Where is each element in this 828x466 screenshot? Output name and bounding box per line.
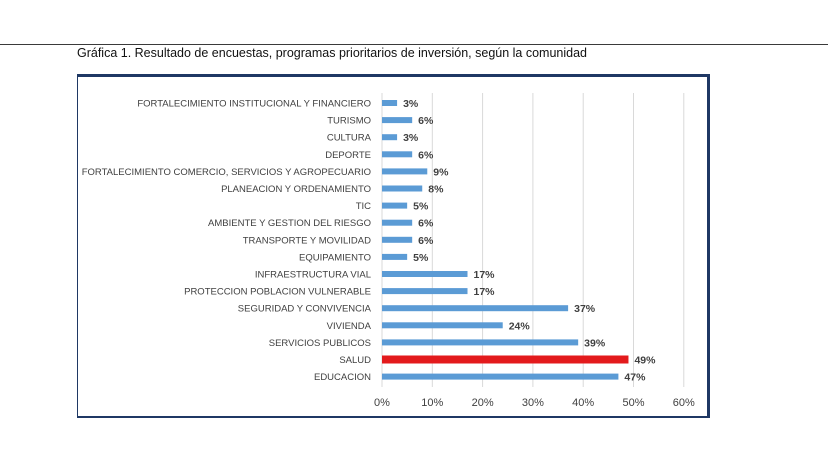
bar xyxy=(382,168,428,175)
bar xyxy=(382,373,619,380)
x-tick-label: 10% xyxy=(421,397,443,409)
data-label: 6% xyxy=(418,115,434,127)
category-label: PROTECCION POBLACION VULNERABLE xyxy=(184,287,371,298)
category-label: INFRAESTRUCTURA VIAL xyxy=(255,270,371,281)
x-tick-label: 40% xyxy=(572,397,594,409)
data-label: 9% xyxy=(433,166,449,178)
bar xyxy=(382,339,579,346)
category-label: CULTURA xyxy=(327,133,372,144)
data-label: 17% xyxy=(474,286,496,298)
category-label: FORTALECIMIENTO COMERCIO, SERVICIOS Y AG… xyxy=(82,167,371,178)
data-label: 6% xyxy=(418,218,434,230)
data-label: 24% xyxy=(509,320,531,332)
x-tick-label: 0% xyxy=(374,397,390,409)
bar xyxy=(382,151,413,158)
top-rule xyxy=(0,44,828,45)
category-label: SEGURIDAD Y CONVIVENCIA xyxy=(238,304,372,315)
x-tick-label: 50% xyxy=(622,397,644,409)
data-label: 3% xyxy=(403,132,419,144)
data-label: 17% xyxy=(474,269,496,281)
data-label: 6% xyxy=(418,149,434,161)
category-label: TIC xyxy=(356,201,371,212)
bar-chart: 0% 10% 20% 30% 40% 50% 60% FORTALECIMIENTO INST… xyxy=(82,93,695,409)
data-label: 8% xyxy=(428,184,444,196)
data-label: 49% xyxy=(634,355,656,367)
bar xyxy=(382,202,408,209)
x-tick-label: 30% xyxy=(522,397,544,409)
bar xyxy=(382,355,629,364)
bar xyxy=(382,288,468,295)
bar xyxy=(382,219,413,226)
data-label: 6% xyxy=(418,235,434,247)
x-tick-label: 20% xyxy=(472,397,494,409)
category-label: TRANSPORTE Y MOVILIDAD xyxy=(243,235,371,246)
bar xyxy=(382,100,398,106)
data-label: 5% xyxy=(413,201,429,213)
category-label: FORTALECIMIENTO INSTITUCIONAL Y FINANCIE… xyxy=(137,99,371,110)
bar xyxy=(382,322,503,329)
bar xyxy=(382,236,413,243)
category-label: PLANEACION Y ORDENAMIENTO xyxy=(221,184,371,195)
data-label: 3% xyxy=(403,98,419,110)
bar xyxy=(382,134,398,141)
category-label: EDUCACION xyxy=(314,372,371,383)
category-label: SERVICIOS PUBLICOS xyxy=(269,338,371,349)
x-tick-label: 60% xyxy=(673,397,695,409)
bar xyxy=(382,117,413,124)
data-label: 37% xyxy=(574,303,596,315)
data-label: 5% xyxy=(413,252,429,264)
bar xyxy=(382,305,569,312)
category-label: DEPORTE xyxy=(325,150,371,161)
category-label: TURISMO xyxy=(327,116,371,127)
bar xyxy=(382,253,408,260)
chart-frame: 0% 10% 20% 30% 40% 50% 60% FORTALECIMIENTO INST… xyxy=(77,74,710,418)
data-label: 39% xyxy=(584,337,606,349)
category-label: VIVIENDA xyxy=(327,321,372,332)
category-label: EQUIPAMIENTO xyxy=(299,252,371,263)
bar xyxy=(382,271,468,277)
chart-caption: Gráfica 1. Resultado de encuestas, progr… xyxy=(77,46,587,60)
category-label: SALUD xyxy=(339,355,371,366)
category-label: AMBIENTE Y GESTION DEL RIESGO xyxy=(208,218,371,229)
bar xyxy=(382,185,423,192)
data-label: 47% xyxy=(624,372,646,384)
